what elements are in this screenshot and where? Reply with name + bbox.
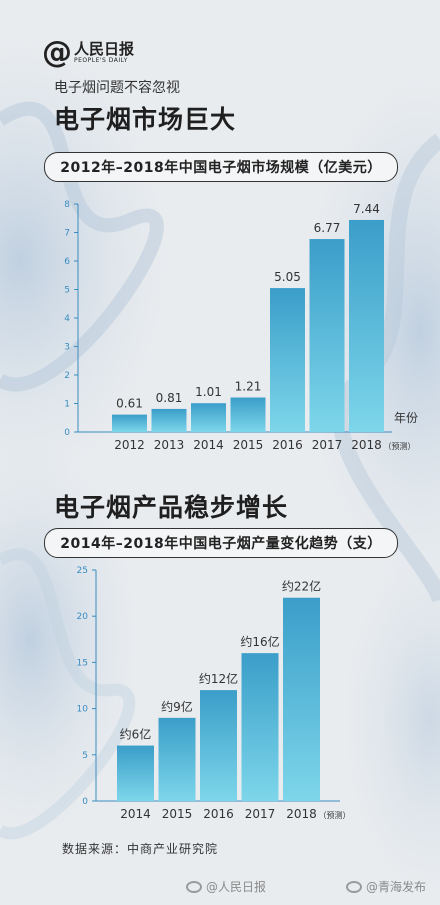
page-subtitle: 电子烟问题不容忽视 [54, 80, 180, 96]
bar-2017 [309, 239, 345, 432]
y-tick-label: 6 [64, 257, 70, 267]
production-bar-chart: 0 5 10 15 20 25 约6亿 2014 约9亿 2015 约12亿 2016 约16亿 2017… [77, 566, 351, 821]
bar-value-label: 1.01 [195, 385, 222, 399]
x-tick-label: 2016 [272, 438, 303, 452]
y-tick-label: 20 [77, 612, 89, 622]
logo-name-cn: 人民日报 [74, 40, 135, 58]
y-tick-label: 8 [64, 200, 70, 210]
x-tick-label: 2015 [233, 438, 264, 452]
bar-2013 [151, 408, 187, 432]
bar-2016 [270, 288, 305, 432]
bar-2015 [158, 717, 196, 801]
chart1-title: 2012年–2018年中国电子烟市场规模（亿美元） [44, 152, 398, 182]
x-tick-label: 2015 [162, 807, 193, 821]
bar-2014 [191, 403, 226, 432]
watermark-text: @人民日报 [206, 880, 267, 894]
y-tick-label: 25 [77, 566, 88, 576]
section1-heading: 电子烟市场巨大 [54, 105, 237, 134]
x-tick-label: 2017 [245, 807, 276, 821]
y-tick-label: 4 [64, 314, 70, 324]
x-tick-label: 2016 [203, 807, 234, 821]
y-tick-label: 0 [82, 797, 88, 807]
x-tick-label: 2014 [193, 438, 224, 452]
data-source: 数据来源：中商产业研究院 [62, 842, 219, 856]
x-tick-label: 2017 [312, 438, 343, 452]
bar-value-label: 7.44 [353, 202, 380, 216]
x-tick-label: 2014 [120, 807, 151, 821]
y-tick-label: 15 [77, 658, 88, 668]
bar-2018 [349, 219, 384, 432]
y-tick-label: 3 [64, 343, 70, 353]
y-tick-label: 0 [64, 428, 70, 438]
bar-2014 [117, 745, 154, 801]
logo-name-en: PEOPLE'S DAILY [74, 57, 128, 64]
section2-heading: 电子烟产品稳步增长 [54, 493, 289, 522]
y-tick-label: 10 [77, 705, 89, 715]
bar-value-label: 约16亿 [240, 634, 279, 649]
bar-2012 [112, 414, 147, 432]
x-axis-label: 年份 [394, 411, 418, 425]
chart2-title: 2014年–2018年中国电子烟产量变化趋势（支） [44, 528, 398, 558]
bar-2015 [230, 397, 266, 432]
x-tick-label: 2013 [154, 438, 185, 452]
weibo-icon [346, 880, 362, 893]
y-tick-label: 5 [82, 751, 88, 761]
forecast-note: （预测） [384, 441, 416, 451]
weibo-icon [186, 880, 202, 893]
bar-2016 [200, 690, 237, 801]
bar-value-label: 6.77 [314, 221, 341, 235]
bar-value-label: 约12亿 [199, 671, 238, 686]
bar-2017 [241, 653, 279, 801]
y-tick-label: 5 [64, 286, 70, 296]
watermark-qinghai: @青海发布 [346, 878, 426, 895]
bar-value-label: 0.81 [156, 391, 183, 405]
bar-value-label: 约22亿 [282, 579, 321, 594]
x-tick-label: 2018 [351, 438, 382, 452]
bar-value-label: 约6亿 [120, 727, 152, 742]
forecast-note: （预测） [319, 810, 351, 820]
logo-at-mark: @ [42, 35, 72, 70]
x-tick-label: 2012 [114, 438, 145, 452]
watermark-text: @青海发布 [366, 880, 427, 894]
bar-value-label: 0.61 [116, 397, 143, 411]
watermark-people-daily: @人民日报 [186, 878, 266, 895]
y-tick-label: 1 [64, 400, 70, 410]
bar-value-label: 约9亿 [161, 699, 193, 714]
x-tick-label: 2018 [286, 807, 317, 821]
bar-value-label: 5.05 [274, 270, 301, 284]
market-size-bar-chart: 0 1 2 3 4 5 6 7 8 0.61 2012 0.81 2013 1.01 2014 1.21 201… [64, 200, 418, 452]
bar-value-label: 1.21 [235, 380, 262, 394]
y-tick-label: 2 [64, 371, 70, 381]
people-daily-logo: @ 人民日报 PEOPLE'S DAILY [42, 38, 134, 68]
y-tick-label: 7 [64, 229, 70, 239]
bar-2018 [283, 597, 320, 801]
